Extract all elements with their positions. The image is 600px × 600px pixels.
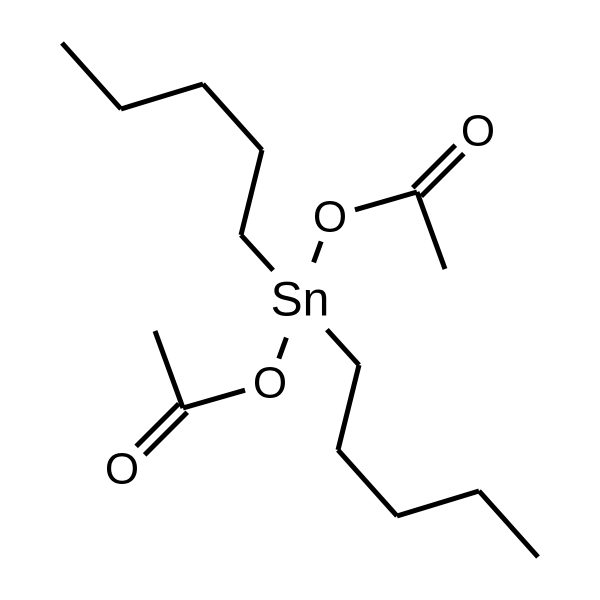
bond-line	[338, 365, 359, 450]
bond-line	[479, 491, 538, 557]
bond-line	[183, 390, 245, 408]
atom-label-o: O	[313, 193, 347, 242]
bond-line	[62, 43, 121, 109]
bond-line	[397, 491, 479, 516]
atom-label-sn: Sn	[271, 274, 330, 327]
bond-line	[155, 331, 183, 408]
bond-line	[338, 450, 397, 516]
bond-line	[241, 150, 262, 235]
bond-line	[327, 330, 359, 365]
atom-label-o: O	[105, 445, 139, 494]
bond-line	[314, 241, 322, 262]
bond-line	[417, 192, 445, 269]
atom-label-o: O	[461, 107, 495, 156]
bond-line	[279, 338, 287, 359]
bond-line	[203, 84, 262, 150]
bond-line	[355, 192, 417, 210]
bond-line	[241, 235, 273, 270]
bond-line	[121, 84, 203, 109]
molecule-diagram: Sn O O O O	[0, 0, 600, 600]
atom-label-o: O	[253, 359, 287, 408]
